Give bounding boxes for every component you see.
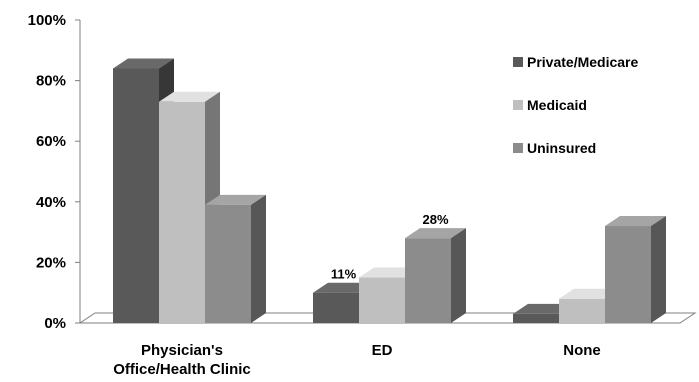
bar-top [605, 216, 666, 227]
data-label: 11% [331, 267, 357, 282]
bar-front [513, 313, 559, 323]
bar-front [159, 101, 205, 323]
bar-side [451, 228, 466, 323]
bar-front [205, 204, 251, 323]
y-tick-label: 80% [36, 73, 66, 90]
legend-swatch [513, 100, 523, 110]
bar-front [313, 292, 359, 323]
legend-item: Uninsured [513, 140, 596, 156]
legend-label: Uninsured [527, 140, 596, 156]
y-tick-label: 60% [36, 133, 66, 150]
legend-swatch [513, 57, 523, 67]
bar-side [651, 216, 666, 323]
legend-label: Medicaid [527, 97, 587, 113]
bar [205, 194, 266, 323]
legend: Private/Medicare Medicaid Uninsured [513, 54, 638, 156]
x-tick-label: Office/Health Clinic [113, 361, 251, 377]
data-label: 28% [422, 212, 448, 227]
y-tick-label: 0% [44, 315, 66, 332]
bar-top [359, 267, 420, 278]
x-tick-label: Physician's [141, 342, 223, 359]
x-tick-label: ED [372, 342, 393, 359]
bar-top [513, 303, 574, 314]
legend-swatch [513, 143, 523, 153]
y-tick-label: 40% [36, 194, 66, 211]
bar-top [159, 91, 220, 102]
x-tick-label: None [563, 342, 601, 359]
labels: Physician's Office/Health Clinic ED None 11%… [113, 212, 601, 378]
legend-item: Medicaid [513, 97, 587, 113]
bar-top [559, 288, 620, 299]
bar-top [313, 282, 374, 293]
bar-front [113, 68, 159, 323]
bar [405, 228, 466, 323]
y-tick-label: 100% [28, 12, 66, 29]
bar-side [251, 194, 266, 323]
bar-front [359, 277, 405, 323]
bar-top [405, 228, 466, 239]
legend-item: Private/Medicare [513, 54, 638, 70]
bars [113, 58, 666, 323]
bar-front [405, 238, 451, 323]
bar-front [605, 226, 651, 323]
bar-top [113, 58, 174, 69]
y-tick-label: 20% [36, 254, 66, 271]
bar-top [205, 194, 266, 205]
bar [605, 216, 666, 323]
legend-label: Private/Medicare [527, 54, 638, 70]
bar-front [559, 298, 605, 323]
